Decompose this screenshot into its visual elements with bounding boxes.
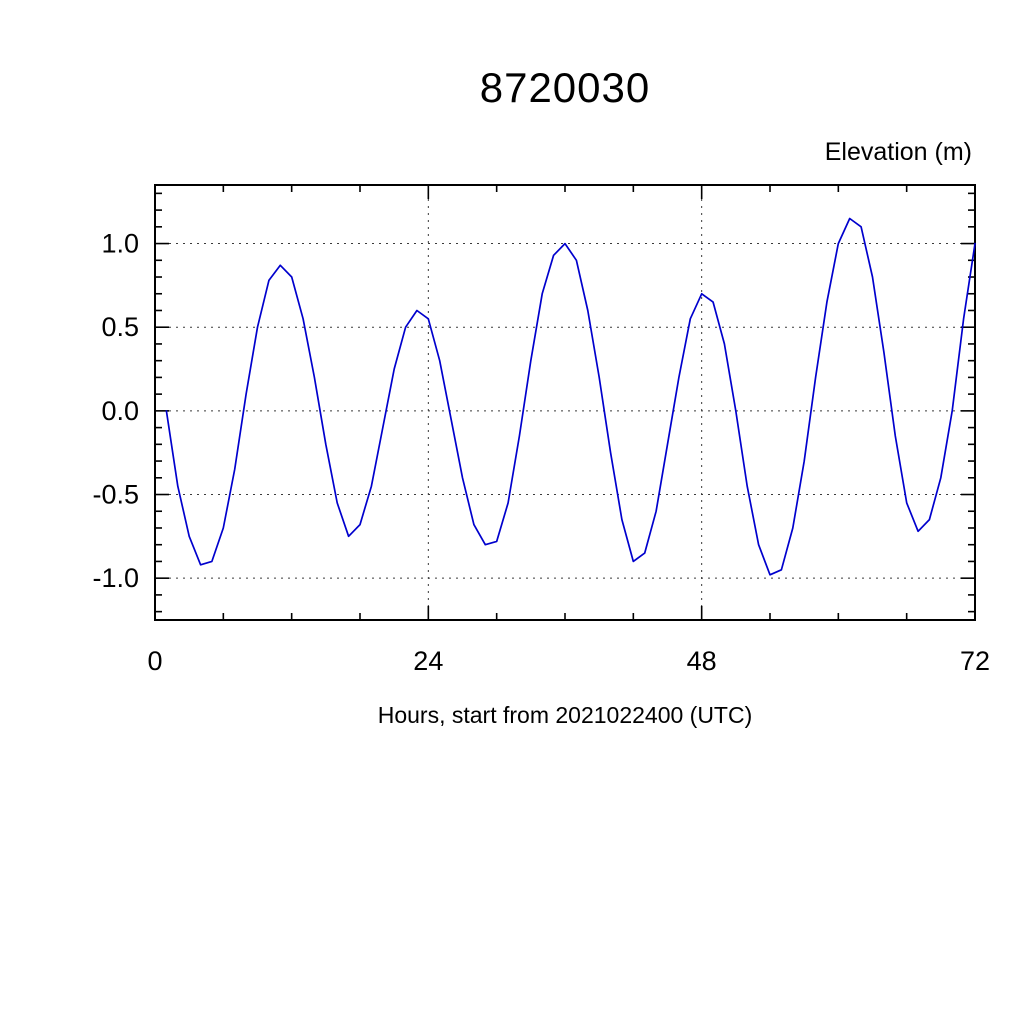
y-tick-label: 0.5 xyxy=(101,312,139,342)
tide-series-line xyxy=(165,217,976,576)
tide-elevation-plot: 0 24 48 72 -1.0 -0.5 0.0 0.5 1.0 xyxy=(92,184,990,676)
x-tick-label: 72 xyxy=(960,646,990,676)
y-tick-label: 0.0 xyxy=(101,396,139,426)
y-tick-label: 1.0 xyxy=(101,229,139,259)
x-tick-label: 48 xyxy=(687,646,717,676)
y-axis-title: Elevation (m) xyxy=(824,138,972,166)
chart-title: 8720030 xyxy=(479,64,651,111)
plot-frame xyxy=(154,184,976,621)
x-tick-label: 24 xyxy=(413,646,443,676)
y-tick-label: -0.5 xyxy=(92,480,139,510)
x-tick-label: 0 xyxy=(147,646,162,676)
x-axis-title: Hours, start from 2021022400 (UTC) xyxy=(377,702,753,728)
y-tick-label: -1.0 xyxy=(92,563,139,593)
